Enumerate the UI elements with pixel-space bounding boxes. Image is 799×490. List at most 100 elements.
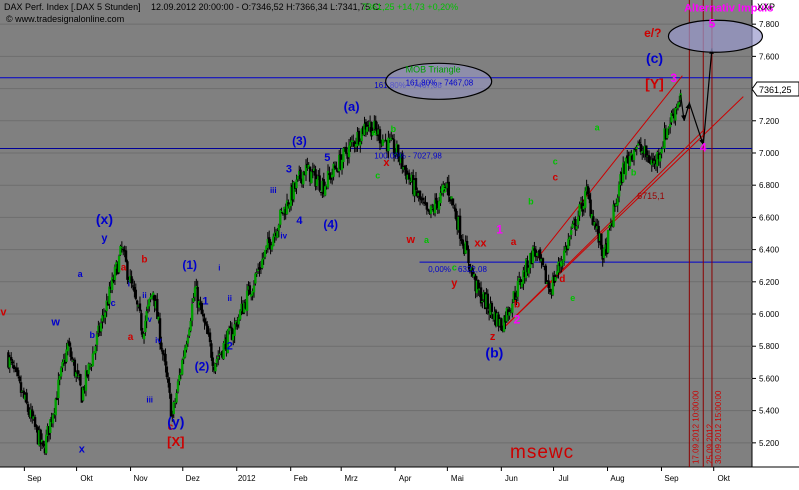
candle-body <box>218 353 221 356</box>
candle-body <box>613 203 617 207</box>
candle-body <box>574 218 577 230</box>
wave-label: (1) <box>182 258 197 272</box>
candle-body <box>135 300 139 305</box>
candle-body <box>350 140 354 143</box>
candle-body <box>444 186 448 188</box>
candle-body <box>471 268 474 276</box>
candle-body <box>277 225 281 231</box>
candle-body <box>345 146 348 154</box>
candle-body <box>46 426 49 436</box>
candle-body <box>14 367 17 369</box>
candle-body <box>307 164 310 169</box>
candle-body <box>19 382 23 393</box>
wave-label: y <box>451 278 458 290</box>
candle-body <box>519 278 522 286</box>
candle-body <box>431 207 434 209</box>
candle-body <box>527 267 531 274</box>
candle-body <box>649 161 652 164</box>
candle-body <box>421 197 424 201</box>
candle-body <box>289 186 293 207</box>
candle-body <box>468 263 472 273</box>
candle-body <box>236 321 239 327</box>
candle-body <box>243 302 246 313</box>
candle-body <box>569 230 573 235</box>
candle-body <box>513 292 517 300</box>
wave-label: c <box>452 263 457 273</box>
candle-body <box>387 137 390 152</box>
candle-body <box>113 266 117 281</box>
candle-body <box>112 278 115 282</box>
candle-body <box>482 292 485 300</box>
candle-body <box>88 364 92 366</box>
candle-body <box>245 290 249 311</box>
x-tick-label: Mai <box>451 474 464 483</box>
candle-body <box>192 297 195 302</box>
wave-label: b <box>141 254 147 265</box>
wave-label: c <box>553 172 559 183</box>
candle-body <box>285 200 289 215</box>
wave-label: v <box>147 315 152 324</box>
candle-body <box>547 280 550 289</box>
candle-body <box>536 252 539 256</box>
candle-body <box>666 128 669 139</box>
candle-body <box>97 325 100 333</box>
candle-body <box>45 434 48 454</box>
candle-body <box>141 331 144 338</box>
wave-label: [Y] <box>645 76 664 92</box>
candle-body <box>478 288 481 291</box>
candle-body <box>671 114 674 116</box>
candle-body <box>332 163 335 177</box>
wave-label: b <box>528 197 534 207</box>
candle-body <box>676 103 680 109</box>
wave-label: a <box>128 332 134 343</box>
candle-body <box>79 374 82 386</box>
candle-body <box>142 333 146 340</box>
candle-body <box>416 191 419 197</box>
candle-body <box>212 366 216 371</box>
candle-body <box>628 156 632 167</box>
wave-label: xx <box>474 237 487 249</box>
candle-body <box>557 261 560 273</box>
candle-body <box>86 370 89 377</box>
candle-body <box>493 311 496 320</box>
candle-body <box>511 303 514 313</box>
candle-body <box>38 430 41 446</box>
candle-body <box>201 314 205 317</box>
candle-body <box>496 313 499 327</box>
wave-label: a <box>372 127 378 137</box>
y-tick-label: 7.200 <box>759 117 780 126</box>
wave-label: (a) <box>344 99 360 114</box>
candle-body <box>110 277 114 290</box>
candle-body <box>54 398 57 416</box>
candle-body <box>162 353 166 356</box>
candle-body <box>161 350 164 355</box>
candle-body <box>678 102 681 105</box>
alternativ-impuls-ellipse <box>667 19 764 53</box>
candle-body <box>51 414 55 424</box>
level-label: 6715,1 <box>637 191 665 201</box>
candle-body <box>454 208 458 219</box>
candle-body <box>392 139 396 156</box>
candle-body <box>232 334 235 341</box>
channel-line <box>537 75 683 258</box>
wave-label: v <box>0 307 7 319</box>
candle-body <box>53 413 56 415</box>
candle-body <box>119 245 122 255</box>
candle-body <box>565 245 569 251</box>
candle-body <box>102 315 106 317</box>
y-tick-label: 5.200 <box>759 439 780 448</box>
candle-body <box>31 409 34 419</box>
candle-body <box>274 232 278 236</box>
candle-body <box>138 303 142 311</box>
candle-body <box>414 177 418 190</box>
candle-body <box>240 303 243 312</box>
candle-body <box>463 245 466 255</box>
candle-body <box>323 186 327 196</box>
candle-body <box>77 376 81 378</box>
candle-body <box>179 372 183 375</box>
candle-body <box>353 141 356 147</box>
candle-body <box>403 165 407 170</box>
candle-body <box>537 251 540 253</box>
